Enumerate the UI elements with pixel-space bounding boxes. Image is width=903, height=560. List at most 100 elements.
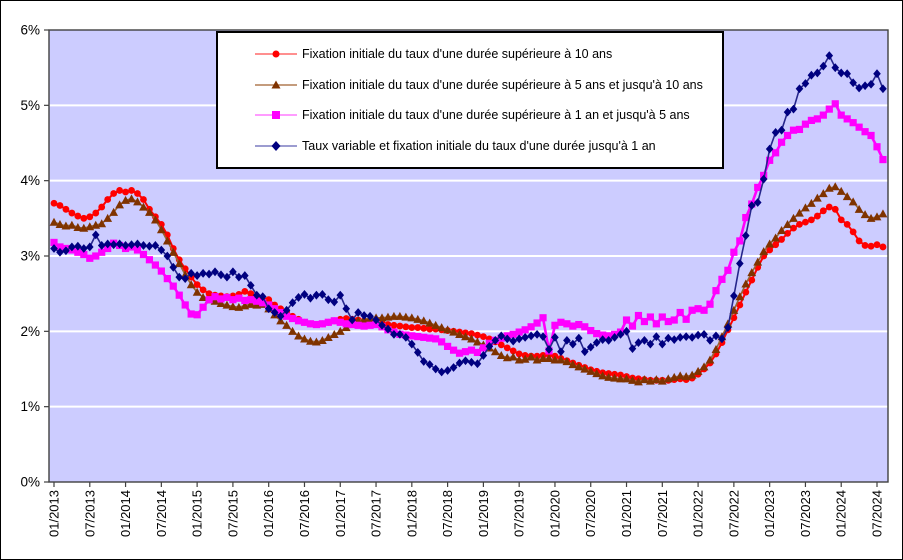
y-tick-label: 1% <box>20 399 40 414</box>
data-point-square <box>247 296 255 304</box>
data-point-circle <box>772 241 780 249</box>
data-point-square <box>444 342 452 350</box>
data-point-diamond <box>855 83 863 93</box>
x-tick-label: 01/2014 <box>118 490 133 537</box>
data-point-circle <box>843 220 851 228</box>
data-point-diamond <box>753 198 762 207</box>
data-point-square <box>80 250 88 259</box>
data-point-square <box>342 320 350 328</box>
data-point-triangle <box>461 332 470 341</box>
data-point-diamond <box>378 320 386 330</box>
data-point-triangle <box>705 355 715 364</box>
data-point-circle <box>766 246 774 254</box>
data-point-triangle <box>765 239 775 248</box>
data-point-square <box>801 120 810 128</box>
data-point-circle <box>50 199 58 207</box>
data-point-square <box>843 115 851 123</box>
data-point-square <box>235 294 243 302</box>
y-tick-label: 5% <box>20 98 40 113</box>
data-point-diamond <box>97 241 106 250</box>
data-point-diamond <box>85 242 94 252</box>
x-tick-label: 01/2016 <box>261 490 276 537</box>
data-point-square <box>467 346 476 354</box>
data-point-triangle <box>145 207 154 216</box>
data-point-diamond <box>783 107 792 117</box>
data-point-diamond <box>837 68 846 78</box>
data-point-diamond <box>598 335 607 345</box>
data-point-triangle <box>830 182 840 191</box>
data-point-square <box>217 295 225 303</box>
x-tick-label: 01/2018 <box>404 490 419 537</box>
data-point-square <box>175 291 183 299</box>
data-point-square <box>509 330 517 338</box>
data-point-triangle <box>538 354 548 363</box>
data-point-circle <box>819 207 827 215</box>
data-point-triangle <box>174 259 184 268</box>
data-point-diamond <box>515 334 523 344</box>
data-point-triangle <box>389 311 399 320</box>
data-point-diamond <box>795 84 804 94</box>
data-point-circle <box>390 321 398 329</box>
data-point-square <box>408 332 416 340</box>
data-point-circle <box>802 218 809 226</box>
data-point-diamond <box>688 332 696 342</box>
data-point-square <box>104 244 112 253</box>
data-point-triangle <box>133 197 142 206</box>
data-point-diamond <box>724 323 732 332</box>
data-point-triangle <box>753 257 763 266</box>
data-point-square <box>575 320 583 329</box>
x-tick-label: 07/2013 <box>82 490 97 537</box>
data-point-triangle <box>109 207 119 216</box>
data-point-circle <box>408 324 416 331</box>
data-point-triangle <box>395 311 405 320</box>
data-point-circle <box>861 242 869 249</box>
data-point-diamond <box>366 311 374 321</box>
data-point-diamond <box>115 239 124 249</box>
data-point-square <box>736 237 744 245</box>
data-point-diamond <box>771 128 780 137</box>
data-point-diamond <box>586 342 595 352</box>
data-point-diamond <box>873 69 881 79</box>
data-point-square <box>593 329 601 338</box>
x-tick-label: 07/2021 <box>655 490 670 537</box>
data-point-diamond <box>151 241 160 250</box>
data-point-square <box>772 149 780 157</box>
data-point-diamond <box>103 239 112 249</box>
data-point-circle <box>468 330 475 337</box>
data-point-diamond <box>276 311 285 321</box>
data-point-triangle <box>508 352 518 361</box>
data-point-triangle <box>562 357 572 366</box>
data-point-diamond <box>628 344 637 354</box>
data-point-diamond <box>491 335 500 345</box>
data-point-triangle <box>801 203 810 212</box>
data-point-square <box>521 326 529 334</box>
data-point-diamond <box>312 290 321 300</box>
data-point-square <box>605 332 613 340</box>
data-point-circle <box>790 224 797 232</box>
data-point-square <box>515 328 523 336</box>
data-point-triangle <box>699 362 709 371</box>
data-point-triangle <box>735 292 745 301</box>
data-point-circle <box>825 203 833 211</box>
data-point-diamond <box>545 345 553 354</box>
y-tick-label: 6% <box>20 23 40 38</box>
data-point-diamond <box>551 332 559 342</box>
data-point-triangle <box>622 374 631 383</box>
data-point-triangle <box>139 202 148 211</box>
data-point-triangle <box>127 194 136 203</box>
data-point-diamond <box>539 332 547 342</box>
data-point-square <box>622 316 631 324</box>
data-point-triangle <box>520 354 530 363</box>
data-point-square <box>151 261 159 269</box>
data-point-square <box>670 316 678 324</box>
data-point-diamond <box>324 295 333 305</box>
data-point-square <box>438 338 446 346</box>
data-point-square <box>557 318 565 326</box>
data-point-square <box>694 305 702 313</box>
data-point-square <box>682 315 690 323</box>
data-point-diamond <box>74 241 82 251</box>
data-point-diamond <box>592 338 601 348</box>
x-tick-label: 01/2013 <box>47 490 62 537</box>
data-point-square <box>676 308 684 317</box>
data-point-triangle <box>407 313 417 322</box>
